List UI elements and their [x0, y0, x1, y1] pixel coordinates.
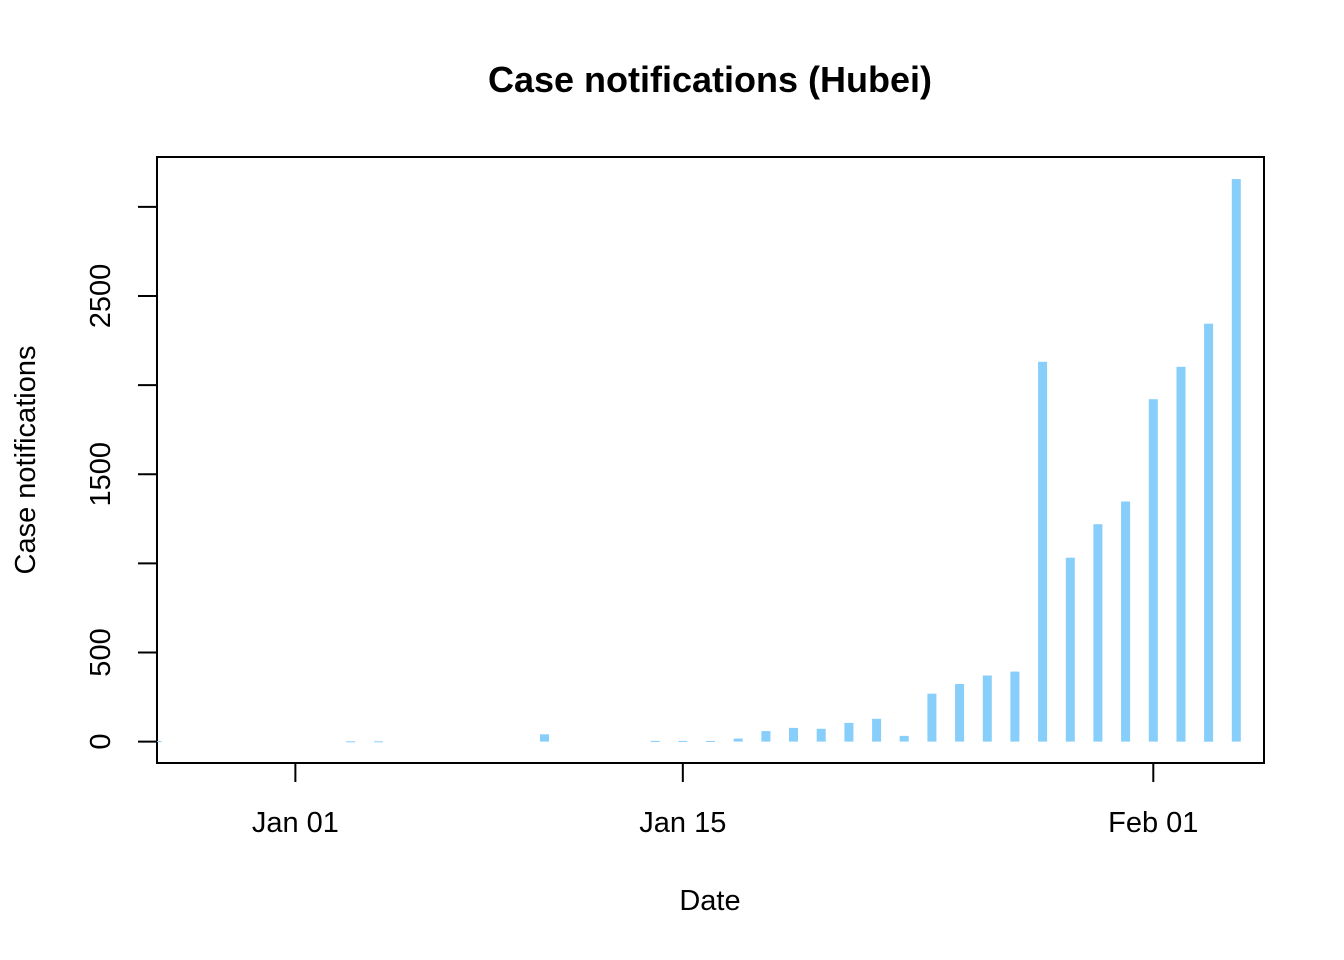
- y-axis: 0 500 1500 2500: [85, 205, 157, 750]
- bar-2020-02-04: [1231, 179, 1241, 742]
- bar-2020-01-28: [1038, 361, 1048, 742]
- y-tick-label: 0: [85, 734, 117, 750]
- bar-2020-01-22: [872, 718, 882, 742]
- bar-2020-01-03: [346, 741, 356, 743]
- bar-2020-01-21: [844, 722, 854, 742]
- bar-2020-02-03: [1204, 323, 1214, 742]
- bars: [152, 179, 1241, 743]
- bar-2020-01-31: [1121, 501, 1131, 742]
- bar-2020-01-29: [1065, 557, 1075, 742]
- y-tick-label: 2500: [85, 264, 117, 329]
- y-tick-label: 1500: [85, 442, 117, 507]
- bar-2020-01-18: [761, 731, 771, 742]
- bar-2020-01-17: [733, 738, 743, 742]
- x-tick-label: Feb 01: [1108, 807, 1198, 839]
- bar-2020-01-04: [373, 741, 383, 743]
- bar-2020-01-19: [789, 727, 798, 742]
- chart-title: Case notifications (Hubei): [488, 59, 932, 100]
- plot-frame: [156, 156, 1265, 764]
- y-tick-label: 500: [85, 628, 117, 676]
- bar-2020-01-26: [982, 675, 992, 742]
- bar-2020-01-25: [955, 684, 965, 742]
- x-tick-label: Jan 01: [252, 807, 339, 839]
- x-axis-label: Date: [679, 885, 740, 917]
- bar-2020-01-15: [678, 740, 688, 742]
- bar-2020-01-14: [650, 740, 660, 742]
- x-axis: Jan 01 Jan 15 Feb 01: [252, 763, 1198, 839]
- bar-2020-01-20: [816, 728, 826, 742]
- bar-2020-01-16: [706, 740, 715, 742]
- bar-2020-01-30: [1093, 524, 1103, 742]
- x-tick-label: Jan 15: [639, 807, 726, 839]
- bar-2020-01-24: [927, 693, 937, 742]
- bar-2020-01-27: [1010, 671, 1020, 742]
- y-axis-label: Case notifications: [10, 346, 42, 575]
- bar-2020-02-02: [1176, 366, 1186, 742]
- bar-2020-02-01: [1148, 399, 1158, 742]
- bar-2020-01-10: [540, 734, 549, 742]
- bar-2020-01-23: [899, 735, 909, 742]
